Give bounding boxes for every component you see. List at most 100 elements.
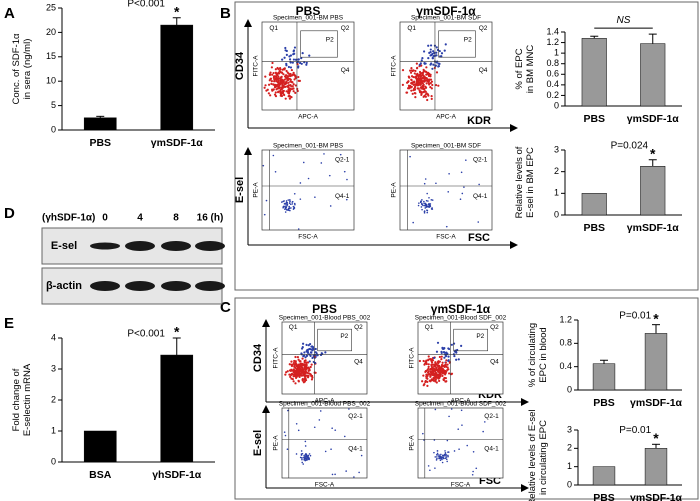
flow-event [434, 456, 437, 458]
flow-event [429, 375, 432, 378]
flow-event [283, 56, 286, 59]
flow-event [432, 376, 436, 379]
flow-event [305, 361, 308, 364]
flow-event [300, 370, 304, 373]
flow-event [422, 432, 424, 435]
flow-event [423, 62, 426, 65]
flow-event [427, 94, 430, 97]
flow-event [286, 90, 290, 93]
flow-event [412, 221, 414, 224]
flow-event [305, 459, 308, 461]
gate-label: P2 [464, 36, 472, 43]
flow-event [268, 79, 271, 82]
flow-event [285, 371, 288, 374]
flow-event [282, 200, 285, 203]
flow-event [450, 343, 453, 346]
flow-event [308, 453, 311, 455]
flow-event [276, 66, 279, 70]
x-tick-label: γhSDF-1α [152, 469, 202, 481]
flow-event [282, 84, 285, 87]
flow-event [422, 359, 425, 363]
y-axis-label: % of circulating [527, 323, 538, 387]
flow-event [268, 73, 272, 76]
flow-event [305, 63, 308, 66]
flow-event [267, 83, 271, 86]
flow-event [328, 174, 331, 177]
flow-event [303, 454, 305, 457]
blot-band [125, 281, 155, 291]
gate-label: Q1 [425, 324, 434, 331]
y-tick-label: 4 [51, 332, 56, 342]
flow-event [273, 93, 277, 96]
flow-event [299, 198, 302, 200]
flow-event [305, 354, 308, 357]
flow-x-label: APC-A [436, 114, 457, 121]
flow-event [437, 64, 441, 68]
flow-event [447, 454, 449, 457]
y-tick-label: 0 [51, 456, 56, 466]
flow-event [438, 379, 441, 383]
specimen-label: Specimen_001-Blood SDF_002 [415, 315, 507, 322]
flow-event [314, 361, 317, 365]
blot-band [125, 241, 155, 251]
gate-p2 [438, 30, 476, 58]
flow-event [425, 359, 428, 362]
flow-x-label: APC-A [451, 398, 472, 405]
y-tick-label: 0 [554, 209, 559, 219]
flow-event [277, 75, 280, 78]
flow-event [298, 370, 302, 373]
flow-event [302, 381, 305, 384]
gate-label: Q1 [269, 25, 278, 32]
flow-event [304, 370, 307, 373]
gate-label: Q4-1 [335, 193, 350, 200]
flow-event [291, 203, 294, 205]
flow-event [401, 69, 405, 72]
flow-event [431, 83, 434, 87]
flow-event [262, 164, 265, 167]
flow-event [439, 373, 442, 376]
x-tick-label: PBS [583, 113, 605, 125]
flow-event [313, 371, 316, 374]
flow-event [331, 427, 333, 430]
flow-event [304, 440, 307, 443]
flow-event [423, 210, 426, 212]
flow-event [301, 367, 304, 371]
flow-event [279, 94, 282, 97]
significance-star: * [653, 430, 659, 446]
y-tick-label: 3 [554, 144, 559, 154]
marker-label: E-sel [234, 177, 246, 203]
flow-event [409, 86, 412, 89]
flow-event [425, 377, 428, 380]
flow-event [436, 456, 438, 458]
gate-label: Q2 [341, 25, 350, 32]
flow-event [445, 454, 448, 456]
flow-event [413, 81, 416, 84]
flow-event [310, 378, 314, 381]
flow-event [418, 82, 421, 85]
flow-event [285, 53, 288, 56]
flow-event [308, 369, 311, 372]
flow-event [429, 48, 432, 51]
flow-event [443, 49, 446, 52]
y-tick-label: 20 [46, 27, 56, 37]
flow-event [425, 204, 428, 207]
flow-event [308, 458, 310, 461]
gate-label: Q2-1 [473, 156, 488, 163]
bar [160, 354, 194, 463]
flow-event [427, 44, 430, 47]
flow-event [421, 76, 425, 79]
flow-event [306, 456, 309, 459]
flow-event [284, 81, 287, 84]
flow-event [300, 453, 303, 455]
flow-x-label: APC-A [315, 398, 336, 405]
blot-band [90, 281, 120, 291]
flow-event [293, 52, 296, 55]
flow-event [289, 80, 292, 83]
flow-event [414, 76, 417, 79]
flow-event [297, 228, 300, 230]
flow-event [271, 73, 274, 76]
flow-event [287, 88, 290, 91]
flow-event [448, 172, 450, 175]
flow-event [309, 454, 312, 457]
flow-event [289, 61, 292, 64]
